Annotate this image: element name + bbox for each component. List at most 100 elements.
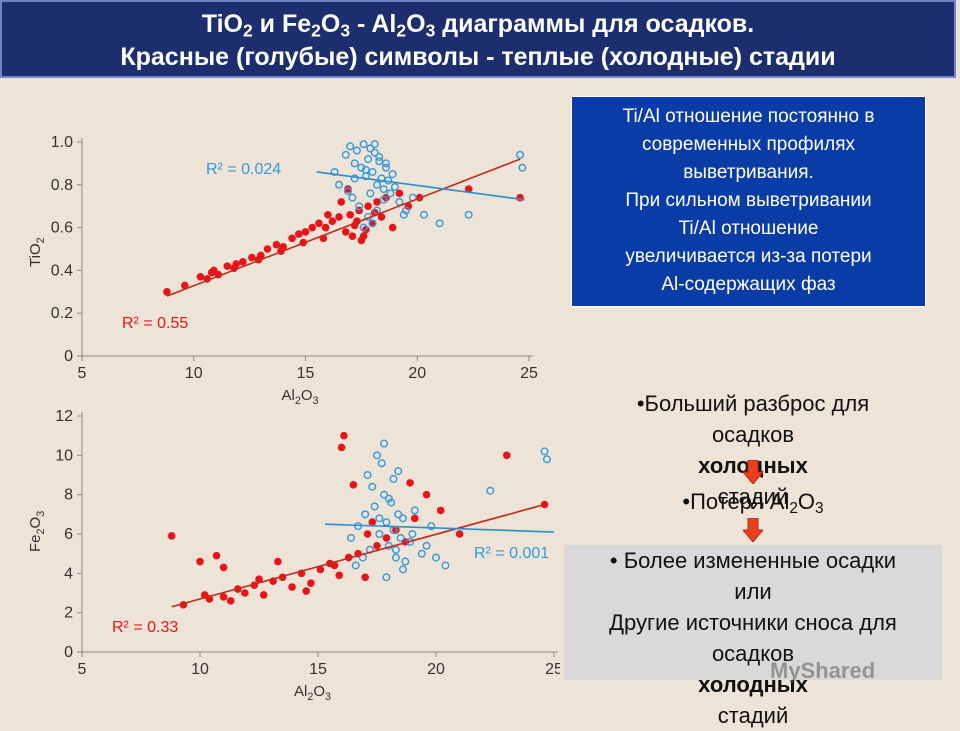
warm-point: [207, 268, 216, 277]
warm-point: [288, 583, 296, 591]
y-tick-label: 0: [64, 348, 73, 365]
warm-point: [455, 530, 464, 538]
cold-point: [408, 529, 417, 538]
cold-point: [350, 159, 359, 168]
warm-point: [301, 228, 310, 236]
cold-point: [366, 189, 375, 198]
warm-point: [294, 230, 303, 238]
warm-point: [395, 189, 404, 198]
cold-point: [357, 163, 366, 172]
cold-point: [379, 195, 388, 204]
warm-point: [272, 240, 281, 249]
cold-point: [343, 187, 352, 196]
cold-point: [380, 490, 389, 499]
warm-point: [196, 273, 205, 281]
cold-point: [347, 533, 356, 542]
warm-trendline: [171, 503, 545, 608]
cold-point: [419, 210, 428, 219]
cold-point: [540, 447, 549, 456]
cold-point: [401, 557, 410, 566]
title-bar: TiO2 и Fe2O3 - Al2O3 диаграммы для осадк…: [0, 0, 956, 78]
warm-point: [368, 219, 377, 228]
warm-r2-label: R² = 0.55: [122, 315, 188, 332]
x-tick-label: 20: [427, 661, 445, 678]
warm-point: [241, 589, 249, 597]
warm-point: [373, 542, 381, 550]
cold-point: [417, 549, 426, 558]
cold-point: [359, 223, 368, 232]
title-line-1: TiO2 и Fe2O3 - Al2O3 диаграммы для осадк…: [201, 10, 755, 41]
warm-point: [410, 514, 419, 523]
y-tick-label: 0.8: [51, 177, 73, 194]
warm-trendline: [166, 158, 521, 297]
x-tick-label: 25: [545, 661, 560, 678]
axes: 5 10 15 20 25 0 2 4 6 8 10 12: [55, 408, 560, 678]
cold-point: [441, 561, 450, 570]
warm-point: [324, 210, 332, 219]
warm-point: [316, 565, 325, 574]
title-line-2: Красные (голубые) символы - теплые (холо…: [120, 43, 836, 71]
warm-point: [239, 258, 247, 266]
cold-point: [375, 152, 384, 161]
cold-point: [410, 506, 419, 515]
x-tick-label: 15: [297, 365, 315, 382]
down-arrow-icon: [743, 460, 763, 484]
cold-point: [375, 514, 384, 523]
point-al-loss: •Потеря Al2O3: [682, 489, 824, 517]
conclusions-panel: •Больший разброс для осадков холодных ст…: [564, 380, 942, 728]
cold-point: [518, 163, 527, 172]
cold-point: [363, 470, 372, 479]
warm-point: [219, 563, 228, 572]
y-axis-label: TiO2: [27, 237, 47, 267]
cold-point: [422, 541, 431, 550]
warm-point: [196, 557, 204, 566]
warm-point: [364, 202, 372, 210]
warm-point: [377, 213, 386, 221]
point-altered-sediments: • Более измененные осадки или Другие ист…: [564, 545, 942, 728]
warm-point: [341, 228, 350, 236]
cold-point: [432, 553, 441, 562]
cold-point: [398, 565, 407, 574]
warm-point: [328, 217, 337, 225]
cold-point: [396, 533, 405, 542]
cold-point: [341, 150, 350, 159]
warm-point: [259, 591, 268, 599]
info-line: выветривания.: [683, 162, 814, 183]
y-tick-label: 0.4: [51, 262, 73, 279]
cold-point: [361, 510, 370, 519]
cold-point: [391, 545, 400, 554]
warm-point: [344, 185, 352, 193]
tio2-al2o3-chart: 5 10 15 20 25 0 0.2 0.4 0.6 0.8 1.0 Al2O3 TiO2 R² = 0…: [27, 134, 538, 407]
cold-point: [435, 219, 444, 228]
cold-point: [361, 165, 370, 174]
cold-point: [335, 180, 344, 189]
cold-point: [346, 142, 355, 151]
y-tick-label: 6: [64, 526, 73, 543]
cold-point: [399, 210, 408, 219]
cold-point: [542, 455, 551, 464]
cold-point: [388, 170, 397, 179]
info-line: При сильном выветривании: [625, 190, 872, 211]
y-tick-label: 10: [55, 447, 73, 464]
warm-point: [330, 561, 339, 570]
warm-point: [382, 534, 391, 542]
cold-point: [364, 155, 373, 164]
warm-point: [307, 579, 315, 587]
info-line: Ti/Al отношение постоянно в: [622, 106, 875, 127]
x-tick-label: 10: [185, 365, 203, 382]
cold-point: [391, 553, 400, 562]
cold-trendline: [325, 523, 555, 533]
warm-point: [346, 210, 355, 219]
warm-point: [392, 526, 400, 534]
x-tick-label: 5: [78, 661, 87, 678]
x-tick-label: 15: [309, 661, 327, 678]
cold-point: [377, 174, 386, 183]
y-tick-label: 1.0: [51, 134, 73, 151]
warm-point: [340, 431, 348, 440]
warm-point: [163, 288, 171, 296]
x-tick-label: 25: [520, 365, 538, 382]
cold-point: [486, 486, 495, 495]
cold-point: [370, 140, 379, 149]
cold-point: [373, 451, 382, 460]
cold-point: [398, 514, 407, 523]
